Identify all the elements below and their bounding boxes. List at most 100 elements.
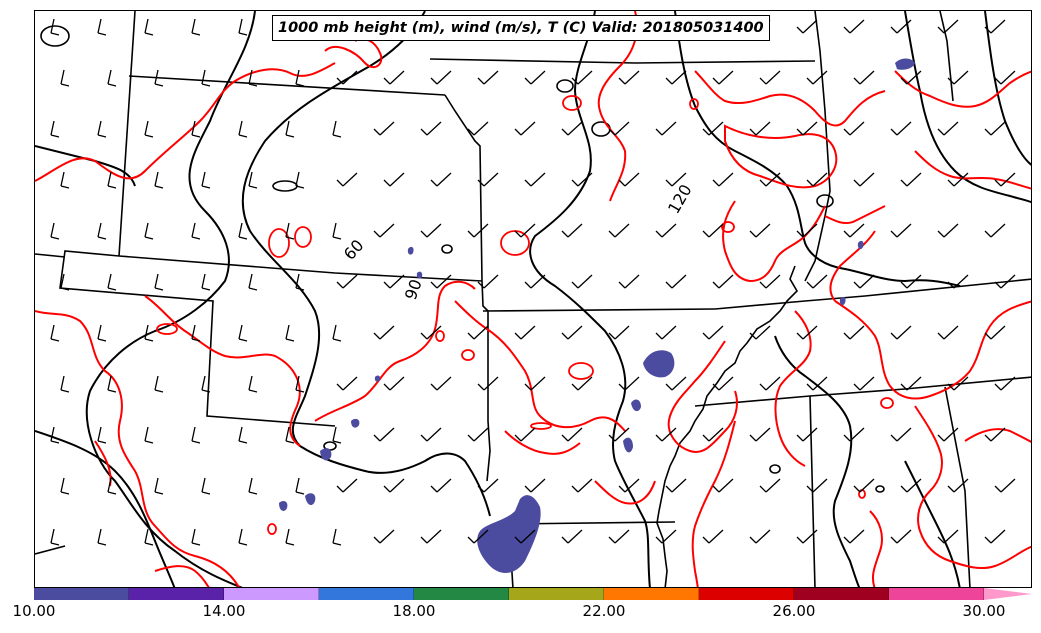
wind-barb-icon [97, 426, 107, 444]
wind-barb-icon [336, 274, 358, 289]
wind-barb-icon [467, 325, 489, 340]
wind-barb-icon [373, 325, 395, 340]
wind-barb-icon [890, 19, 912, 34]
wind-barb-icon [890, 529, 912, 544]
wind-barb-icon [947, 376, 969, 391]
colorbar-tick-label: 30.00 [962, 602, 1006, 620]
wind-barb-icon [477, 376, 499, 391]
wind-barb-icon [608, 529, 630, 544]
wind-barb-icon [759, 274, 781, 289]
wind-barb-icon [524, 274, 546, 289]
river-border [656, 265, 799, 587]
precip-shading [279, 58, 915, 573]
wind-barb-icon [238, 222, 248, 240]
wind-barb-icon [295, 171, 305, 189]
height-contour-label: 90 [401, 277, 426, 303]
wind-barb-icon [332, 324, 342, 342]
wind-barb-icon [937, 223, 959, 238]
wind-barb-icon [665, 70, 687, 85]
wind-barb-icon [514, 529, 536, 544]
wind-barb-icon [984, 19, 1006, 34]
wind-barb-icon [655, 529, 677, 544]
wind-barb-icon [655, 121, 677, 136]
wind-barb-icon [60, 375, 70, 393]
wind-barb-icon [420, 223, 442, 238]
wind-barb-icon [937, 529, 959, 544]
wind-barb-icon [144, 120, 154, 138]
wind-barb-icon [749, 325, 771, 340]
wind-barb-icon [107, 375, 117, 393]
wind-barb-icon [154, 273, 164, 291]
wind-barb-icon [97, 324, 107, 342]
wind-barb-icon [285, 324, 295, 342]
wind-barb-icon [383, 274, 405, 289]
height-contour-label: 120 [664, 181, 696, 217]
wind-barb-icon [373, 223, 395, 238]
wind-barb-icon [154, 375, 164, 393]
wind-barb-icon [853, 376, 875, 391]
wind-barb-icon [853, 70, 875, 85]
wind-barb-icon [238, 528, 248, 546]
wind-barb-icon [201, 69, 211, 87]
wind-barb-icon [248, 375, 258, 393]
wind-barb-icon [336, 172, 358, 187]
wind-barb-icon [201, 477, 211, 495]
wind-barb-icon [759, 172, 781, 187]
wind-barb-icon [238, 120, 248, 138]
wind-barb-icon [655, 427, 677, 442]
wind-barb-icon [60, 171, 70, 189]
wind-barb-icon [191, 426, 201, 444]
wind-barb-icon [144, 324, 154, 342]
map-title: 1000 mb height (m), wind (m/s), T (C) Va… [272, 15, 770, 41]
wind-barb-icon [524, 70, 546, 85]
wind-barb-icon [843, 19, 865, 34]
wind-barb-icon [712, 478, 734, 493]
wind-barb-icon [514, 223, 536, 238]
wind-barb-icon [796, 19, 818, 34]
wind-barb-icon [60, 273, 70, 291]
wind-barb-icon [332, 426, 342, 444]
wind-barb-icon [524, 172, 546, 187]
wind-barb-icon [712, 274, 734, 289]
state-borders [35, 11, 1031, 587]
wind-barb-icon [853, 172, 875, 187]
wind-barb-icon [608, 223, 630, 238]
wind-barb-icon [50, 18, 60, 36]
wind-barb-icon [749, 223, 771, 238]
wind-barb-icon [994, 70, 1016, 85]
colorbar [34, 588, 984, 600]
map-panel: 60 90 120 [34, 10, 1032, 588]
wind-barb-icon [937, 121, 959, 136]
wind-barb-icon [702, 223, 724, 238]
wind-barb-icon [191, 18, 201, 36]
wind-barb-icon [937, 19, 959, 34]
wind-barb-icon [759, 70, 781, 85]
colorbar-segment [129, 588, 224, 600]
wind-barb-icon [608, 121, 630, 136]
wind-barb-icon [477, 478, 499, 493]
wind-barb-icon [420, 427, 442, 442]
wind-barb-icon [383, 172, 405, 187]
wind-barb-icon [655, 325, 677, 340]
wind-barb-icon [900, 70, 922, 85]
wind-barb-icon [947, 478, 969, 493]
wind-barb-icon [749, 121, 771, 136]
wind-barb-icon [571, 274, 593, 289]
wind-barb-icon [665, 274, 687, 289]
wind-barb-icon [154, 477, 164, 495]
wind-barb-icon [201, 171, 211, 189]
wind-barb-icon [420, 529, 442, 544]
colorbar-segment [34, 588, 129, 600]
wind-barb-icon [571, 376, 593, 391]
wind-barb-icon [702, 121, 724, 136]
wind-barb-icon [900, 478, 922, 493]
wind-barb-icon [994, 376, 1016, 391]
colorbar-segment [889, 588, 984, 600]
wind-barb-icon [561, 121, 583, 136]
wind-barb-icon [430, 172, 452, 187]
wind-barb-icon [107, 477, 117, 495]
wind-barb-icon [336, 376, 358, 391]
wind-barb-icon [796, 223, 818, 238]
wind-barb-icon [937, 325, 959, 340]
wind-barb-icon [843, 529, 865, 544]
